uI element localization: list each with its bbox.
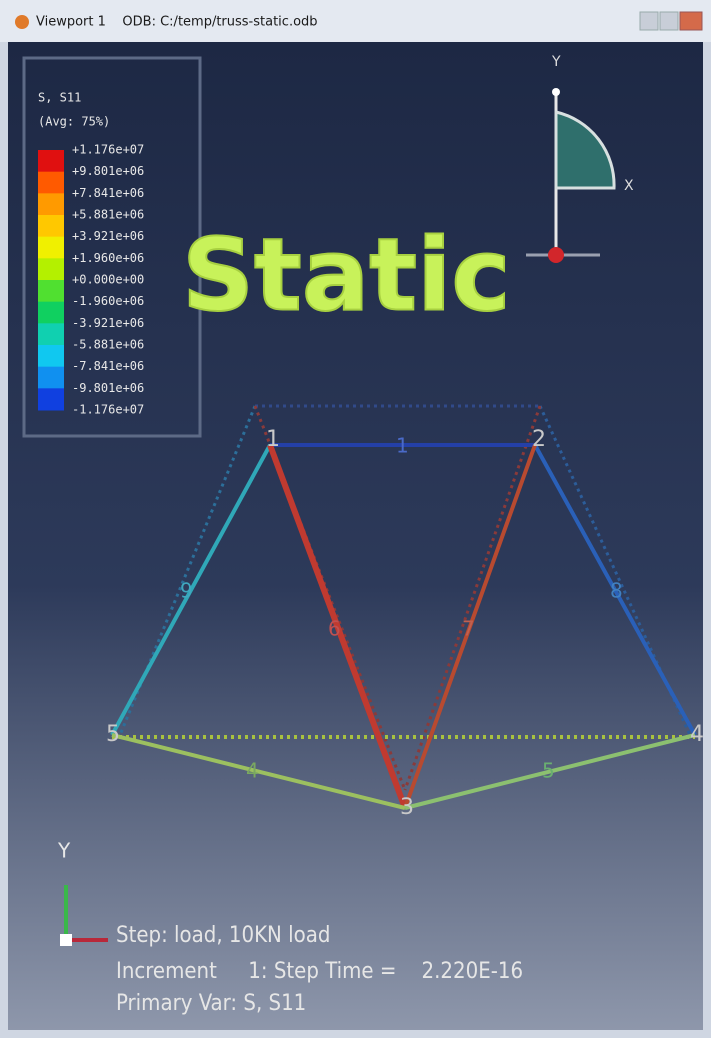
status-primary: Primary Var: S, S11 bbox=[116, 991, 306, 1016]
legend-band bbox=[38, 258, 64, 280]
legend-value: +1.176e+07 bbox=[72, 143, 144, 157]
legend-value: -9.801e+06 bbox=[72, 381, 144, 395]
triad-origin bbox=[548, 247, 564, 263]
legend-band bbox=[38, 215, 64, 237]
legend-value: -1.960e+06 bbox=[72, 294, 144, 308]
triad-y-label: Y bbox=[57, 839, 71, 863]
legend-value: +1.960e+06 bbox=[72, 251, 144, 265]
element-label: 6 bbox=[328, 617, 341, 641]
viewport-window: Viewport 1 ODB: C:/temp/truss-static.odb… bbox=[0, 0, 711, 1038]
triad-y-label: Y bbox=[551, 54, 561, 70]
node-label: 3 bbox=[400, 795, 414, 820]
node-label: 5 bbox=[106, 722, 120, 747]
legend-averaging: (Avg: 75%) bbox=[38, 115, 110, 129]
element-label: 5 bbox=[542, 759, 555, 783]
legend-value: -5.881e+06 bbox=[72, 338, 144, 352]
legend-value: -7.841e+06 bbox=[72, 359, 144, 373]
close-button[interactable] bbox=[680, 12, 702, 30]
legend-band bbox=[38, 302, 64, 324]
page: { "window": {"title": "Viewport 1 ODB: C… bbox=[0, 0, 711, 1038]
minimize-button[interactable] bbox=[640, 12, 658, 30]
overlay-label: Static bbox=[182, 216, 511, 333]
triad-x-label: X bbox=[624, 178, 634, 194]
status-increment: Increment 1: Step Time = 2.220E-16 bbox=[116, 959, 523, 984]
legend-value: +9.801e+06 bbox=[72, 164, 144, 178]
triad-node bbox=[552, 88, 560, 96]
legend-value: +3.921e+06 bbox=[72, 229, 144, 243]
legend-band bbox=[38, 280, 64, 302]
legend-band bbox=[38, 323, 64, 345]
legend-value: +0.000e+00 bbox=[72, 273, 144, 287]
node-label: 2 bbox=[532, 427, 546, 452]
legend-variable: S, S11 bbox=[38, 91, 81, 105]
legend-band bbox=[38, 237, 64, 259]
legend-band bbox=[38, 172, 64, 194]
legend-band bbox=[38, 150, 64, 172]
element-label: 7 bbox=[462, 617, 475, 641]
node-label: 1 bbox=[266, 427, 280, 452]
element-label: 9 bbox=[180, 579, 193, 603]
element-label: 4 bbox=[246, 759, 259, 783]
legend-band bbox=[38, 367, 64, 389]
legend-band bbox=[38, 345, 64, 367]
element-label: 8 bbox=[610, 579, 623, 603]
legend-band bbox=[38, 193, 64, 215]
legend-value: -1.176e+07 bbox=[72, 403, 144, 417]
triad-origin bbox=[60, 934, 72, 946]
element-label: 1 bbox=[396, 434, 409, 458]
legend-value: +7.841e+06 bbox=[72, 186, 144, 200]
status-step: Step: load, 10KN load bbox=[116, 923, 330, 948]
legend-band bbox=[38, 388, 64, 410]
window-title: Viewport 1 ODB: C:/temp/truss-static.odb bbox=[36, 15, 318, 30]
node-label: 4 bbox=[690, 722, 704, 747]
maximize-button[interactable] bbox=[660, 12, 678, 30]
legend-value: -3.921e+06 bbox=[72, 316, 144, 330]
window-icon bbox=[15, 15, 29, 29]
legend-value: +5.881e+06 bbox=[72, 208, 144, 222]
